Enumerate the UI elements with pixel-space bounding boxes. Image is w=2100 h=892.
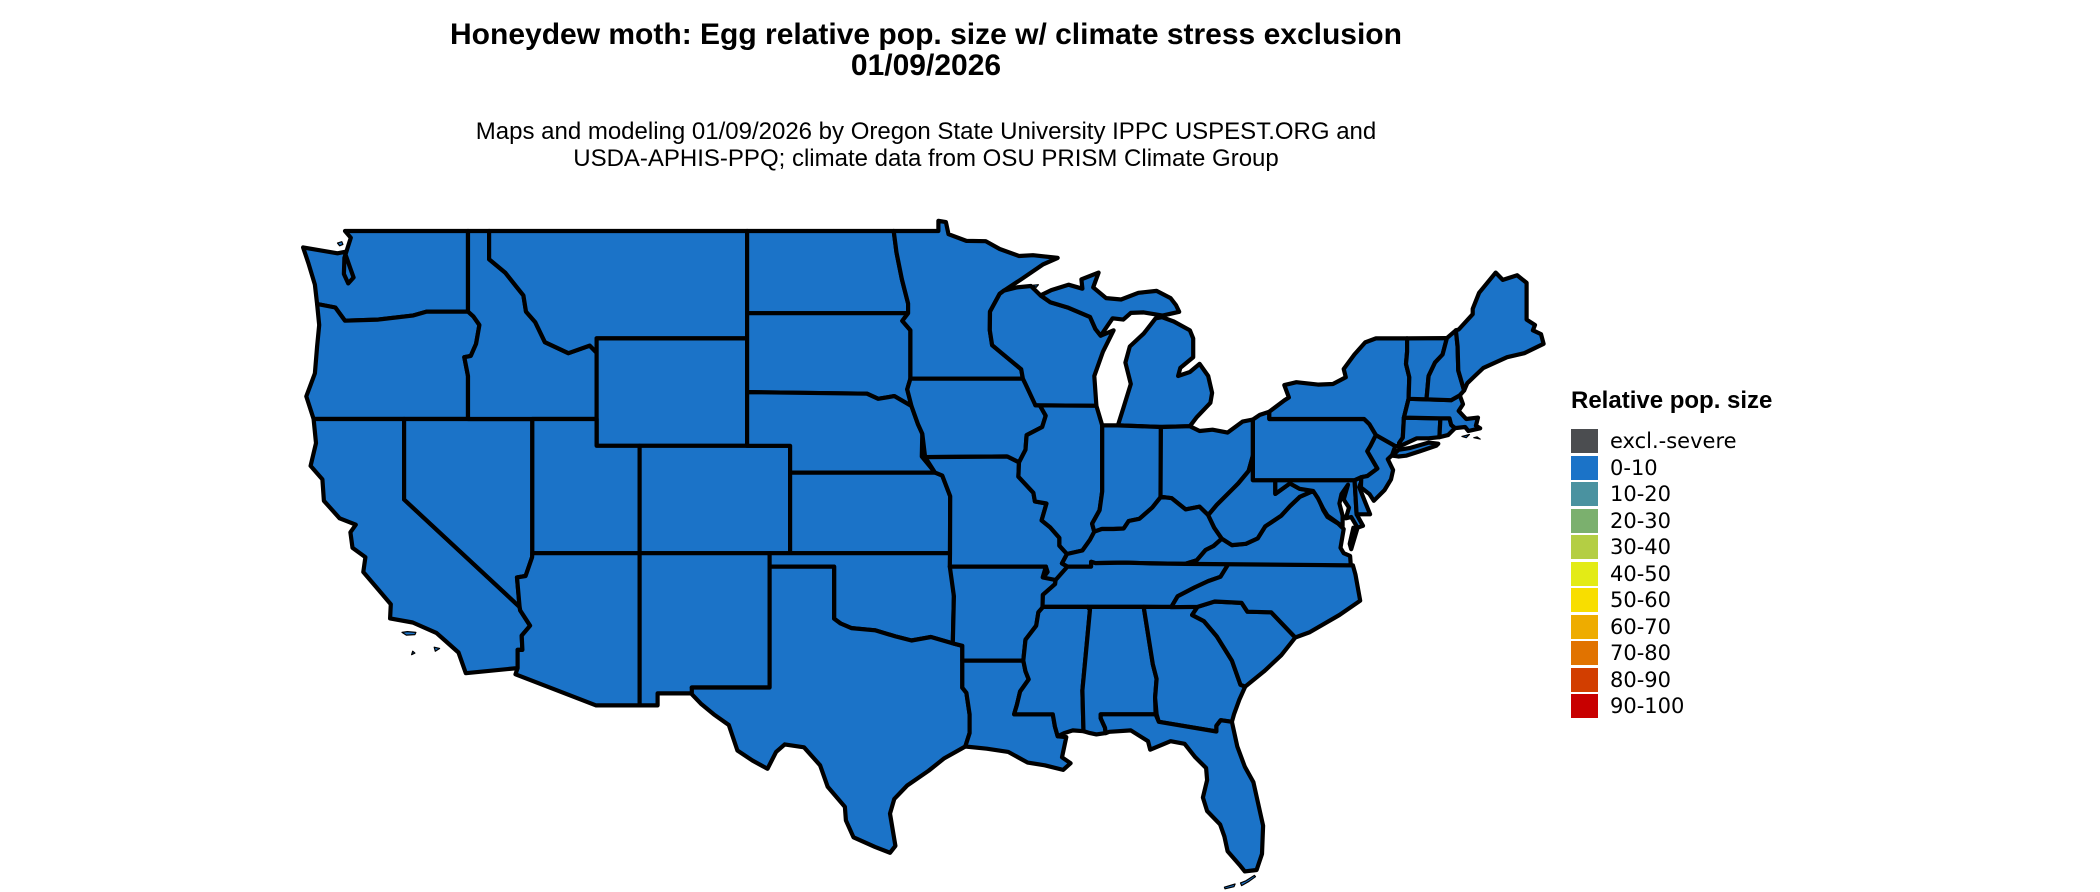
legend-row: 20-30	[1571, 508, 1831, 535]
state-ND	[745, 228, 911, 316]
island-8	[1032, 284, 1039, 288]
state-OR	[304, 301, 482, 422]
legend-title: Relative pop. size	[1571, 387, 1773, 414]
state-KS	[788, 470, 953, 556]
legend-rows: excl.-severe 0-10 10-20 20-30 30-40 40-50 50-6…	[1571, 428, 1831, 720]
legend-swatch	[1571, 694, 1598, 719]
legend-label: 30-40	[1610, 535, 1672, 560]
island-6	[1461, 433, 1471, 439]
legend-swatch	[1571, 614, 1598, 639]
subtitle-line1: Maps and modeling 01/09/2026 by Oregon S…	[475, 118, 1377, 145]
title-block: Honeydew moth: Egg relative pop. size w/…	[0, 19, 1852, 81]
legend-label: 0-10	[1610, 455, 1658, 480]
state-MD	[1273, 478, 1366, 530]
legend-row: excl.-severe	[1571, 428, 1831, 455]
state-NC	[1169, 561, 1363, 640]
legend-row: 90-100	[1571, 693, 1831, 720]
legend-label: 10-20	[1610, 482, 1672, 507]
legend-swatch	[1571, 482, 1598, 507]
state-MI_LP	[1115, 315, 1215, 430]
state-MI_UP	[1038, 270, 1182, 338]
legend-label: 80-90	[1610, 667, 1672, 692]
island-7	[1473, 436, 1481, 440]
legend-swatch	[1571, 641, 1598, 666]
legend-swatch	[1571, 455, 1598, 480]
state-FL	[1098, 712, 1266, 874]
legend-swatch	[1571, 535, 1598, 560]
state-WY	[594, 336, 750, 448]
legend-row: 70-80	[1571, 640, 1831, 667]
island-0	[1239, 874, 1257, 887]
legend-swatch	[1571, 561, 1598, 586]
state-NJ	[1358, 433, 1398, 503]
legend-row: 80-90	[1571, 667, 1831, 694]
legend-swatch	[1571, 429, 1598, 454]
legend-label: excl.-severe	[1610, 429, 1737, 454]
legend-label: 90-100	[1610, 694, 1685, 719]
state-ME	[1453, 270, 1546, 393]
page-title-date: 01/09/2026	[850, 49, 1002, 82]
legend-label: 60-70	[1610, 614, 1672, 639]
legend-label: 20-30	[1610, 508, 1672, 533]
legend-row: 60-70	[1571, 614, 1831, 641]
legend-label: 40-50	[1610, 561, 1672, 586]
state-VA_ES	[1347, 525, 1360, 552]
state-NM	[637, 551, 772, 708]
state-CO	[637, 443, 793, 556]
legend-row: 50-60	[1571, 587, 1831, 614]
subtitle-block: Maps and modeling 01/09/2026 by Oregon S…	[0, 118, 1852, 172]
legend-label: 70-80	[1610, 641, 1672, 666]
subtitle-line2: USDA-APHIS-PPQ; climate data from OSU PR…	[573, 145, 1279, 172]
state-NY_LI	[1390, 440, 1441, 459]
legend: Relative pop. size excl.-severe 0-10 10-20…	[1571, 388, 1831, 720]
legend-row: 10-20	[1571, 481, 1831, 508]
island-5	[336, 241, 344, 247]
legend-label: 50-60	[1610, 588, 1672, 613]
state-AZ	[513, 551, 642, 708]
legend-row: 30-40	[1571, 534, 1831, 561]
page-title-line1: Honeydew moth: Egg relative pop. size w/…	[450, 18, 1402, 51]
island-4	[411, 650, 416, 656]
legend-swatch	[1571, 667, 1598, 692]
legend-swatch	[1571, 588, 1598, 613]
legend-swatch	[1571, 508, 1598, 533]
state-TX	[689, 564, 972, 855]
state-PA	[1250, 409, 1380, 483]
legend-row: 0-10	[1571, 455, 1831, 482]
island-2	[401, 631, 417, 636]
legend-row: 40-50	[1571, 561, 1831, 588]
island-1	[1223, 883, 1236, 890]
island-3	[433, 646, 441, 652]
